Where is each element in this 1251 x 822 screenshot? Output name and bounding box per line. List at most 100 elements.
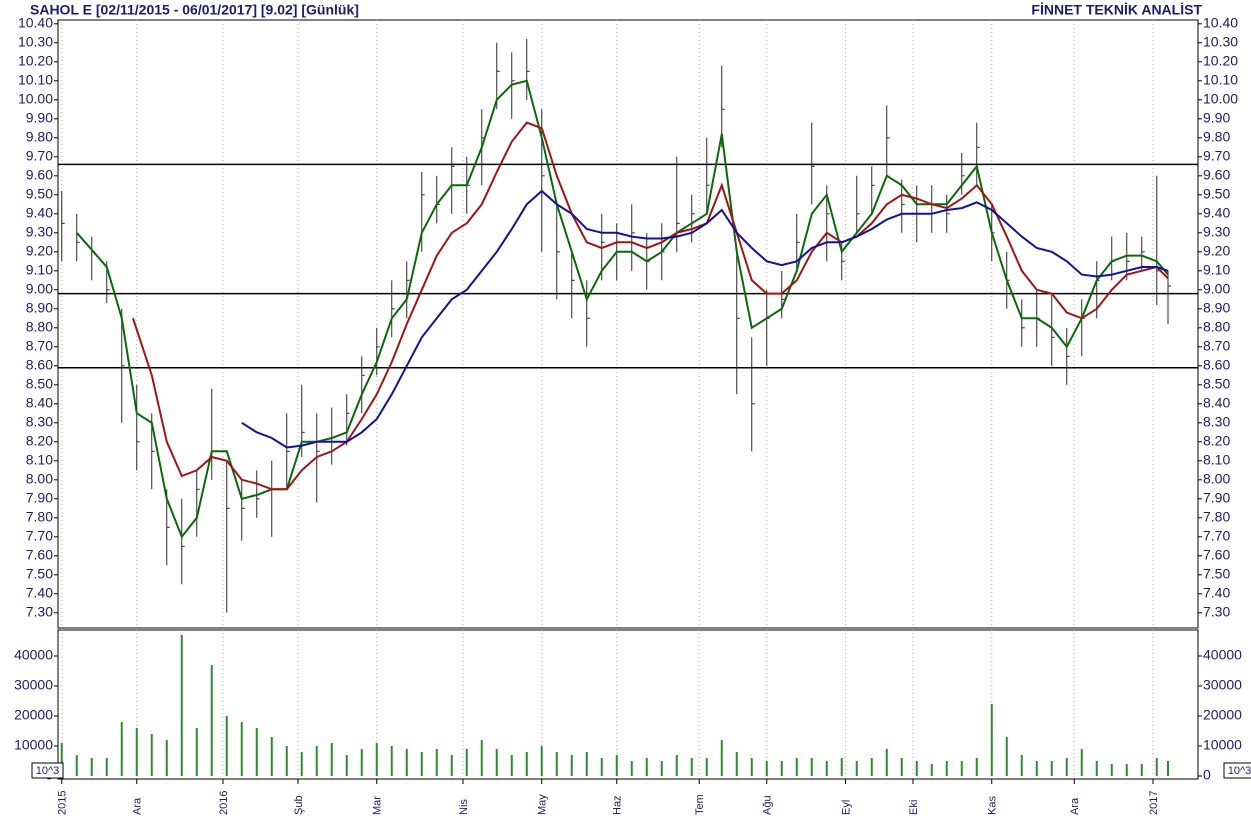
volume-bar bbox=[390, 746, 393, 776]
volume-bar bbox=[1095, 761, 1098, 776]
volume-bar bbox=[855, 761, 858, 776]
x-tick-label: Ara bbox=[132, 797, 144, 815]
y-tick-label: 8.50 bbox=[1203, 376, 1230, 392]
y-tick-label: 20000 bbox=[14, 707, 53, 723]
volume-bar bbox=[750, 758, 753, 776]
y-tick-label: 9.10 bbox=[26, 262, 53, 278]
y-tick-label: 9.30 bbox=[26, 224, 53, 240]
volume-bar bbox=[765, 761, 768, 776]
y-tick-label: 10.40 bbox=[18, 15, 53, 31]
volume-bar bbox=[255, 728, 258, 776]
volume-bar bbox=[900, 758, 903, 776]
volume-bar bbox=[795, 758, 798, 776]
volume-bar bbox=[330, 743, 333, 776]
y-tick-label: 8.40 bbox=[26, 395, 53, 411]
y-tick-label: 30000 bbox=[1203, 677, 1242, 693]
y-tick-label: 8.70 bbox=[1203, 338, 1230, 354]
volume-bar bbox=[630, 761, 633, 776]
y-tick-label: 9.60 bbox=[26, 167, 53, 183]
volume-bar bbox=[990, 704, 993, 776]
volume-bar bbox=[150, 734, 153, 776]
y-tick-label: 0 bbox=[1203, 767, 1211, 783]
volume-bar bbox=[960, 761, 963, 776]
y-tick-label: 8.30 bbox=[26, 414, 53, 430]
y-tick-label: 9.20 bbox=[26, 243, 53, 259]
volume-bar bbox=[60, 743, 63, 776]
volume-bar bbox=[375, 743, 378, 776]
y-tick-label: 9.50 bbox=[1203, 186, 1230, 202]
y-tick-label: 9.40 bbox=[1203, 205, 1230, 221]
y-tick-label: 7.80 bbox=[1203, 509, 1230, 525]
y-tick-label: 8.70 bbox=[26, 338, 53, 354]
volume-bar bbox=[75, 755, 78, 776]
volume-bar bbox=[300, 752, 303, 776]
volume-bar bbox=[825, 761, 828, 776]
volume-bar bbox=[720, 740, 723, 776]
volume-bar bbox=[555, 752, 558, 776]
volume-bar bbox=[615, 755, 618, 776]
y-tick-label: 10.30 bbox=[1203, 34, 1238, 50]
y-tick-label: 7.70 bbox=[1203, 528, 1230, 544]
volume-bar bbox=[360, 749, 363, 776]
y-tick-label: 9.60 bbox=[1203, 167, 1230, 183]
y-tick-label: 8.90 bbox=[1203, 300, 1230, 316]
y-tick-label: 10.20 bbox=[18, 53, 53, 69]
y-tick-label: 8.50 bbox=[26, 376, 53, 392]
volume-bar bbox=[645, 758, 648, 776]
volume-bar bbox=[210, 665, 213, 776]
y-tick-label: 9.70 bbox=[1203, 148, 1230, 164]
volume-bar bbox=[570, 755, 573, 776]
y-tick-label: 10.10 bbox=[18, 72, 53, 88]
y-tick-label: 8.10 bbox=[1203, 452, 1230, 468]
volume-bar bbox=[465, 749, 468, 776]
volume-bar bbox=[135, 728, 138, 776]
y-tick-label: 8.80 bbox=[1203, 319, 1230, 335]
volume-bar bbox=[1125, 764, 1128, 776]
y-tick-label: 8.20 bbox=[1203, 433, 1230, 449]
y-tick-label: 20000 bbox=[1203, 707, 1242, 723]
y-tick-label: 10000 bbox=[14, 737, 53, 753]
volume-bar bbox=[975, 758, 978, 776]
x-tick-label: Haz bbox=[612, 795, 624, 815]
x-tick-label: Eyl bbox=[840, 800, 852, 815]
volume-bar bbox=[480, 740, 483, 776]
volume-bar bbox=[885, 749, 888, 776]
y-tick-label: 7.40 bbox=[26, 585, 53, 601]
y-tick-label: 7.30 bbox=[1203, 604, 1230, 620]
y-tick-label: 8.40 bbox=[1203, 395, 1230, 411]
y-tick-label: 7.90 bbox=[26, 490, 53, 506]
x-tick-label: 2015 bbox=[57, 791, 69, 815]
volume-bar bbox=[690, 758, 693, 776]
y-tick-label: 8.20 bbox=[26, 433, 53, 449]
x-tick-label: 2016 bbox=[218, 791, 230, 815]
volume-bar bbox=[270, 737, 273, 776]
volume-bar bbox=[405, 749, 408, 776]
x-tick-label: Ağu bbox=[762, 795, 774, 815]
y-tick-label: 9.80 bbox=[26, 129, 53, 145]
y-tick-label: 8.60 bbox=[1203, 357, 1230, 373]
x-tick-label: Şub bbox=[293, 795, 305, 815]
y-tick-label: 9.50 bbox=[26, 186, 53, 202]
volume-bar bbox=[420, 752, 423, 776]
chart-source: FİNNET TEKNİK ANALİST bbox=[1031, 2, 1202, 18]
chart-title: SAHOL E [02/11/2015 - 06/01/2017] [9.02]… bbox=[30, 2, 359, 18]
volume-bar bbox=[1155, 758, 1158, 776]
y-tick-label: 8.00 bbox=[26, 471, 53, 487]
x-tick-label: Mar bbox=[372, 796, 384, 815]
y-tick-label: 8.30 bbox=[1203, 414, 1230, 430]
y-tick-label: 9.20 bbox=[1203, 243, 1230, 259]
volume-bar bbox=[1065, 758, 1068, 776]
y-tick-label: 7.50 bbox=[26, 566, 53, 582]
y-tick-label: 8.10 bbox=[26, 452, 53, 468]
volume-bar bbox=[945, 761, 948, 776]
volume-bar bbox=[285, 746, 288, 776]
volume-bar bbox=[90, 758, 93, 776]
y-tick-label: 10.20 bbox=[1203, 53, 1238, 69]
y-tick-label: 8.60 bbox=[26, 357, 53, 373]
x-tick-label: Eki bbox=[908, 800, 920, 815]
y-tick-label: 9.80 bbox=[1203, 129, 1230, 145]
y-tick-label: 10.30 bbox=[18, 34, 53, 50]
y-tick-label: 8.80 bbox=[26, 319, 53, 335]
y-tick-label: 9.10 bbox=[1203, 262, 1230, 278]
y-tick-label: 9.70 bbox=[26, 148, 53, 164]
